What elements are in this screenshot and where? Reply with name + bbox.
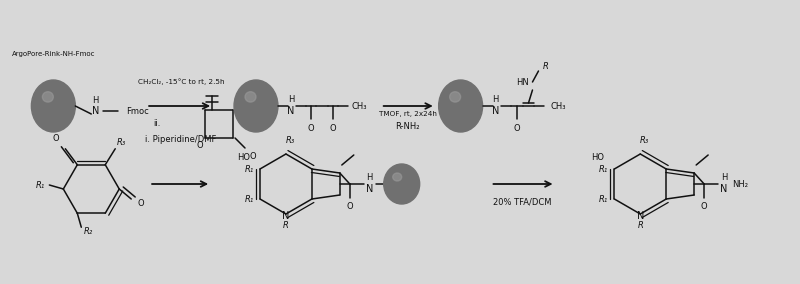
Text: R₂: R₂ [83,227,93,236]
Text: R₁: R₁ [599,195,608,204]
Text: H: H [366,172,373,181]
Text: R₁: R₁ [245,164,254,174]
Text: CH₃: CH₃ [550,101,566,110]
Ellipse shape [438,80,482,132]
Text: HN: HN [516,78,529,87]
Text: R₁: R₁ [599,164,608,174]
Ellipse shape [245,92,256,102]
Text: H: H [288,95,294,103]
Text: HO: HO [591,153,604,162]
Text: O: O [514,124,520,133]
Text: O: O [330,124,336,133]
Text: HO: HO [237,153,250,162]
Text: O: O [701,202,707,211]
Text: N: N [287,106,294,116]
Ellipse shape [31,80,75,132]
Text: O: O [197,141,203,150]
Text: R₃: R₃ [286,135,294,145]
Text: NH₂: NH₂ [732,179,748,189]
Text: R: R [542,62,548,70]
Text: R: R [638,222,643,231]
Text: O: O [346,202,353,211]
Text: ii.: ii. [153,118,161,128]
Text: TMOF, rt, 2x24h: TMOF, rt, 2x24h [378,111,437,117]
Text: O: O [307,124,314,133]
Text: CH₃: CH₃ [352,101,367,110]
Text: N: N [492,106,499,116]
Text: i. Piperidine/DMF: i. Piperidine/DMF [146,135,217,143]
Text: R: R [283,222,289,231]
Text: R₃: R₃ [118,138,126,147]
Ellipse shape [384,164,420,204]
Text: N: N [91,106,99,116]
Text: N: N [637,211,644,221]
Text: O: O [53,134,59,143]
Text: N: N [720,184,727,194]
Ellipse shape [450,92,461,102]
Text: H: H [492,95,498,103]
Text: N: N [282,211,290,221]
Text: N: N [366,184,373,194]
Text: H: H [92,95,98,105]
Text: O: O [138,199,144,208]
Text: H: H [721,172,727,181]
Text: R₁: R₁ [36,181,46,189]
Text: R-NH₂: R-NH₂ [395,122,420,131]
Text: 20% TFA/DCM: 20% TFA/DCM [494,197,552,206]
Text: R₁: R₁ [245,195,254,204]
Text: Fmoc: Fmoc [126,106,149,116]
Text: ArgoPore-Rink-NH-Fmoc: ArgoPore-Rink-NH-Fmoc [12,51,95,57]
Text: O: O [249,152,256,161]
Text: R₃: R₃ [640,135,649,145]
Text: CH₂Cl₂, -15°C to rt, 2.5h: CH₂Cl₂, -15°C to rt, 2.5h [138,79,224,85]
Ellipse shape [234,80,278,132]
Ellipse shape [393,173,402,181]
Ellipse shape [42,92,54,102]
